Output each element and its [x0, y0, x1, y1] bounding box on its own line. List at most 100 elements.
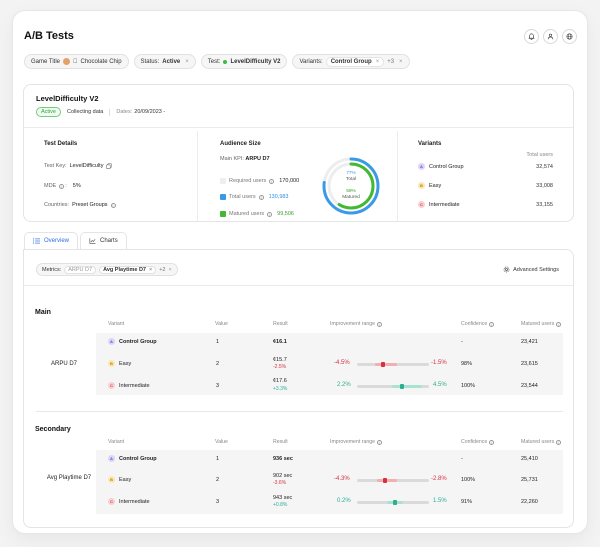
advanced-settings-button[interactable]: Advanced Settings: [503, 266, 559, 273]
improvement-range-fill: [377, 479, 397, 482]
dates-label: Dates:: [116, 109, 133, 115]
row-matured: 23,615: [521, 361, 538, 367]
filter-status[interactable]: Status: Active ×: [133, 54, 196, 69]
info-icon[interactable]: i: [269, 178, 275, 184]
secondary-section-title: Secondary: [35, 426, 71, 433]
ring-matured-arc: [327, 162, 375, 210]
info-icon[interactable]: i: [556, 439, 562, 445]
close-icon[interactable]: ×: [399, 59, 403, 65]
user-icon[interactable]: [543, 29, 558, 44]
metric-tag[interactable]: ARPU D7: [64, 265, 97, 274]
col-header-matured: Matured users i: [521, 439, 562, 445]
bell-icon[interactable]: [524, 29, 539, 44]
page-title: A/B Tests: [24, 30, 74, 42]
countries-value: Preset Groups: [72, 202, 108, 208]
info-icon[interactable]: i: [489, 321, 495, 327]
test-details-heading: Test Details: [44, 141, 78, 147]
required-users-value: 170,000: [279, 178, 300, 184]
info-icon[interactable]: i: [258, 194, 264, 200]
row-value: 2: [216, 477, 220, 483]
metric-tag[interactable]: Avg Playtime D7 ×: [99, 265, 157, 274]
col-header-matured-label: Matured users: [521, 321, 555, 327]
info-icon[interactable]: i: [489, 439, 495, 445]
improvement-low: 2.2%: [337, 382, 351, 388]
close-icon[interactable]: ×: [185, 59, 189, 65]
row-matured: 23,421: [521, 339, 538, 345]
col-header-confidence-label: Confidence: [461, 439, 488, 445]
row-value: 3: [216, 383, 220, 389]
close-icon[interactable]: ×: [168, 266, 172, 273]
info-icon[interactable]: i: [376, 321, 382, 327]
metrics-selector[interactable]: Metrics: ARPU D7 Avg Playtime D7 × +2 ×: [36, 263, 178, 276]
info-icon[interactable]: i: [267, 211, 273, 217]
variant-a-icon: A: [108, 455, 115, 462]
variant-users: 33,008: [536, 182, 553, 189]
variant-b-icon: B: [108, 476, 115, 483]
required-users-label: Required users: [229, 178, 267, 184]
variant-name: Intermediate: [119, 498, 150, 505]
row-result: ¢17.6: [273, 378, 287, 384]
test-key-value: LevelDifficulty: [69, 163, 104, 169]
variants-heading: Variants: [418, 141, 442, 147]
countries-row: Countries: Preset Groups i: [44, 202, 116, 208]
col-header-variant: Variant: [108, 439, 125, 445]
total-users-row: Total users i 130,983: [220, 194, 289, 200]
variant-name: Control Group: [429, 163, 464, 170]
filter-test-label: Test:: [203, 58, 221, 65]
main-kpi-label: Main KPI:: [220, 156, 244, 162]
info-icon[interactable]: i: [376, 439, 382, 445]
info-icon[interactable]: i: [110, 202, 116, 208]
secondary-metric-name: Avg Playtime D7: [46, 475, 92, 481]
matured-users-label: Matured users: [229, 211, 265, 217]
matured-users-row: Matured users i 99,506: [220, 211, 294, 217]
row-confidence: 100%: [461, 477, 476, 483]
status-dot-icon: [223, 59, 228, 64]
filter-status-value: Active: [157, 58, 180, 65]
status-badge: Active: [36, 107, 61, 117]
col-header-confidence-label: Confidence: [461, 321, 488, 327]
variant-name: Easy: [119, 360, 132, 367]
filter-variants-label: Variants:: [294, 58, 322, 65]
filter-game-title[interactable]: Game Title  Chocolate Chip: [24, 54, 129, 69]
close-icon[interactable]: ×: [149, 266, 153, 273]
col-header-value: Value: [215, 439, 228, 445]
tab-overview-label: Overview: [44, 238, 70, 244]
globe-icon[interactable]: [562, 29, 577, 44]
matured-users-value: 99,506: [277, 211, 294, 217]
metrics-label: Metrics:: [42, 266, 62, 273]
audience-ring-chart: [322, 157, 380, 215]
filter-game-title-label: Game Title: [31, 58, 61, 65]
row-confidence: 100%: [461, 383, 476, 389]
improvement-bar: [357, 500, 429, 505]
col-header-matured-label: Matured users: [521, 439, 555, 445]
variant-row: A Control Group 32,574: [418, 163, 553, 170]
test-details-panel: Test Details Test Key: LevelDifficulty M…: [24, 131, 198, 221]
main-table-band: [96, 333, 563, 395]
variant-tag[interactable]: Control Group ×: [325, 56, 385, 67]
overview-panel: Metrics: ARPU D7 Avg Playtime D7 × +2 × …: [23, 249, 574, 528]
row-result: ¢16.1: [273, 339, 287, 345]
filter-game-title-value: Chocolate Chip: [76, 58, 122, 65]
variant-tag-label: Control Group: [326, 58, 372, 65]
info-icon[interactable]: i: [556, 321, 562, 327]
experiment-name: LevelDifficulty V2: [36, 94, 99, 103]
tab-charts[interactable]: Charts: [80, 232, 127, 249]
variant-users: 32,574: [536, 163, 553, 170]
improvement-bar: [357, 384, 429, 389]
row-result: ¢15.7: [273, 357, 287, 363]
row-confidence: 98%: [461, 361, 473, 367]
filter-test[interactable]: Test: LevelDifficulty V2: [200, 54, 288, 69]
required-users-row: Required users i 170,000: [220, 178, 299, 184]
variant-name: Control Group: [119, 455, 157, 462]
col-header-improvement: Improvement range i: [330, 321, 382, 327]
close-icon[interactable]: ×: [376, 59, 380, 65]
variant-users: 33,155: [536, 201, 553, 208]
main-kpi: Main KPI: ARPU D7: [220, 156, 270, 162]
info-icon[interactable]: i: [59, 183, 65, 189]
total-users-header: Total users: [526, 152, 553, 158]
improvement-bar: [357, 362, 429, 367]
tab-overview[interactable]: Overview: [24, 232, 79, 249]
copy-icon[interactable]: [106, 163, 113, 169]
filter-variants[interactable]: Variants: Control Group × +3 ×: [292, 54, 410, 69]
row-result: 943 sec: [273, 495, 293, 501]
